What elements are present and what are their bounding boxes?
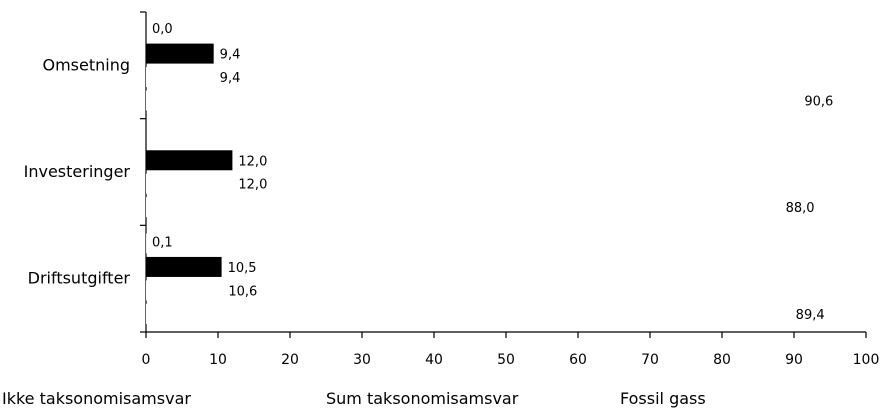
category-label: Omsetning bbox=[42, 55, 130, 74]
data-label: 9,4 bbox=[220, 71, 241, 86]
data-label: 88,0 bbox=[786, 201, 815, 216]
x-tick-label: 0 bbox=[142, 352, 151, 368]
y-axis-ticks bbox=[140, 11, 146, 333]
bar bbox=[146, 233, 147, 254]
data-label: 12,0 bbox=[238, 154, 267, 169]
legend-entry: Ikke taksonomisamsvar bbox=[2, 389, 191, 408]
data-label: 0,1 bbox=[152, 235, 173, 250]
bar bbox=[146, 90, 799, 111]
bar bbox=[146, 67, 214, 88]
x-tick-label: 60 bbox=[569, 352, 587, 368]
data-label: 10,6 bbox=[228, 284, 257, 299]
legend: Ikke taksonomisamsvar Sum taksonomisamsva… bbox=[2, 389, 706, 408]
bar bbox=[146, 43, 214, 64]
x-tick-label: 10 bbox=[209, 352, 227, 368]
x-tick-label: 100 bbox=[853, 352, 880, 368]
category-labels-group: Omsetning Investeringer Driftsutgifter bbox=[24, 55, 131, 287]
data-label: 0,0 bbox=[152, 22, 173, 37]
x-tick-label: 30 bbox=[353, 352, 371, 368]
legend-entry: Sum taksonomisamsvar bbox=[326, 389, 519, 408]
data-label: 12,0 bbox=[238, 178, 267, 193]
bar bbox=[146, 256, 222, 277]
category-label: Investeringer bbox=[24, 162, 131, 181]
bar bbox=[146, 197, 780, 218]
bar bbox=[146, 173, 233, 194]
data-label: 90,6 bbox=[804, 95, 833, 110]
x-tick-label: 50 bbox=[497, 352, 515, 368]
x-tick-label: 90 bbox=[785, 352, 803, 368]
data-label: 10,5 bbox=[228, 261, 257, 276]
bar bbox=[146, 280, 223, 301]
bars-group bbox=[146, 43, 799, 324]
bar bbox=[146, 303, 790, 324]
x-tick-label: 80 bbox=[713, 352, 731, 368]
data-label: 9,4 bbox=[220, 48, 241, 63]
x-tick-label: 40 bbox=[425, 352, 443, 368]
x-axis-ticks: 0 10 20 30 40 50 60 70 80 90 100 bbox=[142, 332, 880, 368]
x-tick-label: 70 bbox=[641, 352, 659, 368]
data-label: 89,4 bbox=[796, 308, 825, 323]
legend-entry: Fossil gass bbox=[620, 389, 706, 408]
category-label: Driftsutgifter bbox=[28, 269, 131, 288]
bar bbox=[146, 150, 233, 171]
x-tick-label: 20 bbox=[281, 352, 299, 368]
data-labels-group: 0,0 9,4 9,4 90,6 12,0 12,0 88,0 0,1 10,5 10,6 89,4 bbox=[152, 22, 833, 323]
